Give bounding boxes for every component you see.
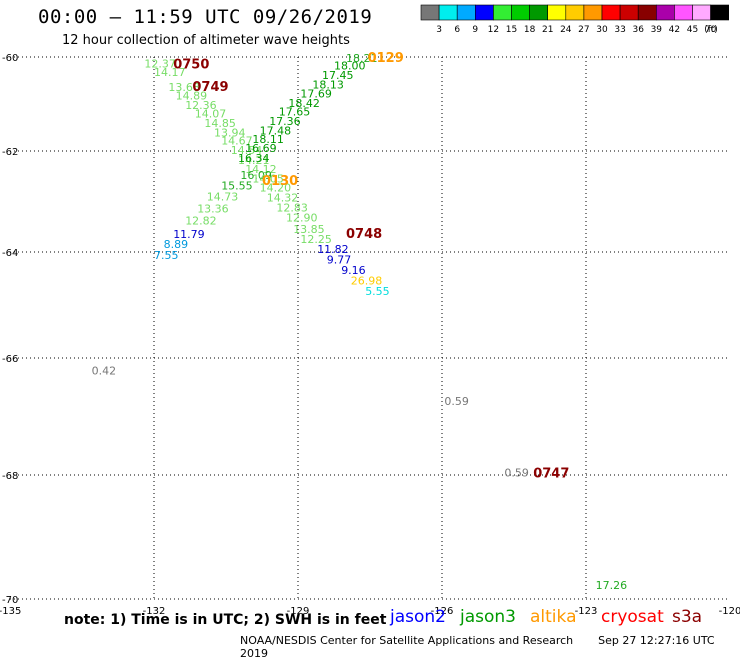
wave-height-value: 16.09 (240, 169, 272, 182)
wave-height-value: 14.67 (221, 135, 253, 148)
pass-time-label: 0129 (368, 51, 404, 66)
legend-item-cryosat: cryosat (601, 607, 664, 627)
wave-height-value: 18.42 (288, 97, 320, 110)
legend-item-altika: altika (530, 607, 577, 627)
colorbar-tick-label: 27 (578, 25, 589, 35)
wave-height-value: 17.48 (260, 124, 292, 137)
footnote: note: 1) Time is in UTC; 2) SWH is in fe… (64, 612, 387, 628)
y-tick-label: -66 (2, 354, 18, 365)
colorbar-tick-label: 12 (488, 25, 499, 35)
colorbar-tick-label: 39 (651, 25, 663, 35)
chart-subtitle: 12 hour collection of altimeter wave hei… (62, 33, 350, 48)
wave-height-value: 13.36 (197, 203, 229, 216)
wave-height-value: 0.59 (444, 395, 469, 408)
wave-height-value: 12.37 (144, 58, 176, 71)
colorbar-tick-label: 45 (687, 25, 698, 35)
wave-height-value: 26.98 (351, 275, 383, 288)
pass-time-label: 0130 (262, 174, 298, 189)
colorbar-tick-label: 42 (669, 25, 680, 35)
colorbar-tick-label: 36 (632, 25, 644, 35)
wave-height-value: 0.59 (504, 466, 529, 479)
wave-height-value: 16.69 (245, 142, 277, 155)
wave-height-value: 13.94 (214, 126, 246, 139)
pass-time-label: 0749 (192, 80, 228, 95)
wave-height-value: 18.13 (312, 78, 344, 91)
colorbar-legend: 3 6 9 12 15 18 21 24 27 30 33 36 39 42 45 70(ft) (420, 4, 729, 35)
footer-credit: NOAA/NESDIS Center for Satellite Applica… (240, 634, 740, 660)
credit-text: NOAA/NESDIS Center for Satellite Applica… (240, 634, 574, 647)
colorbar-tick-label: 30 (596, 25, 608, 35)
x-tick-label: -126 (431, 606, 454, 617)
wave-height-value: 14.89 (176, 90, 208, 103)
x-tick-label: -129 (287, 606, 310, 617)
wave-height-value: 14.17 (154, 66, 186, 79)
colorbar-tick-label: 15 (506, 25, 517, 35)
wave-height-value: 14.20 (260, 181, 292, 194)
pass-time-label: 0750 (173, 58, 209, 73)
wave-height-value: 9.16 (341, 264, 366, 277)
wave-height-value: 9.77 (327, 253, 352, 266)
pass-time-label: 0747 (533, 466, 569, 481)
y-tick-label: -70 (2, 595, 18, 606)
wave-height-value: 16.34 (238, 152, 270, 165)
pass-time-label: 0748 (346, 227, 382, 242)
y-tick-label: -68 (2, 471, 18, 482)
wave-height-value: 17.65 (279, 106, 311, 119)
wave-height-value: 12.90 (286, 212, 318, 225)
wave-height-value: 12.25 (300, 233, 332, 246)
wave-height-value: 18.00 (334, 60, 366, 73)
chart-title: 00:00 – 11:59 UTC 09/26/2019 (38, 6, 373, 28)
colorbar-bin (710, 4, 729, 21)
wave-height-value: 14.85 (204, 117, 236, 130)
legend-item-s3a: s3a (672, 607, 703, 627)
wave-height-value: 13.85 (293, 223, 325, 236)
wave-height-value: 5.55 (365, 285, 390, 298)
wave-height-value: 0.42 (92, 365, 117, 378)
y-tick-label: -64 (2, 248, 18, 259)
wave-height-value: 11.79 (173, 228, 205, 241)
wave-height-value: 17.26 (596, 579, 628, 592)
wave-height-value: 14.12 (245, 163, 277, 176)
x-tick-label: -135 (0, 606, 21, 617)
wave-height-value: 14.54 (231, 144, 262, 157)
colorbar-tick-label: 70 (705, 25, 717, 35)
legend-item-jason2: jason2 (390, 607, 446, 627)
wave-height-value: 17.45 (322, 69, 354, 82)
colorbar-tick-label: 24 (560, 25, 572, 35)
colorbar-tick-label: 18 (524, 25, 536, 35)
wave-height-value: 18.21 (346, 52, 378, 65)
y-tick-label: -60 (2, 53, 18, 64)
x-tick-label: -120 (719, 606, 740, 617)
wave-height-value: 14.07 (195, 107, 227, 120)
wave-height-value: 13.68 (168, 81, 200, 94)
wave-height-value: 11.82 (317, 243, 349, 256)
colorbar-tick-label: 9 (472, 25, 478, 35)
colorbar-tick-label: 21 (542, 25, 553, 35)
wave-height-value: 14.32 (267, 191, 299, 204)
wave-height-value: 12.82 (185, 215, 217, 228)
x-tick-label: -132 (143, 606, 166, 617)
wave-height-value: 15.55 (221, 179, 253, 192)
wave-height-value: 18.11 (252, 133, 284, 146)
colorbar-tick-label: 33 (614, 25, 625, 35)
wave-height-value: 17.36 (269, 115, 301, 128)
wave-height-value: 12.83 (276, 202, 308, 215)
colorbar-tick-label: 3 (436, 25, 442, 35)
x-tick-label: -123 (575, 606, 598, 617)
y-tick-label: -62 (2, 147, 18, 158)
wave-height-value: 14.21 (238, 154, 270, 167)
legend-item-jason3: jason3 (460, 607, 516, 627)
wave-height-value: 12.36 (185, 99, 217, 112)
wave-height-value: 8.89 (164, 238, 189, 251)
wave-height-value: 17.69 (300, 88, 332, 101)
wave-height-value: 14.73 (207, 190, 239, 203)
colorbar-tick-label: 6 (454, 25, 460, 35)
wave-height-value: 7.55 (154, 249, 179, 262)
wave-height-value: 14.05 (252, 172, 284, 185)
colorbar-unit-label: (ft) (704, 25, 718, 35)
